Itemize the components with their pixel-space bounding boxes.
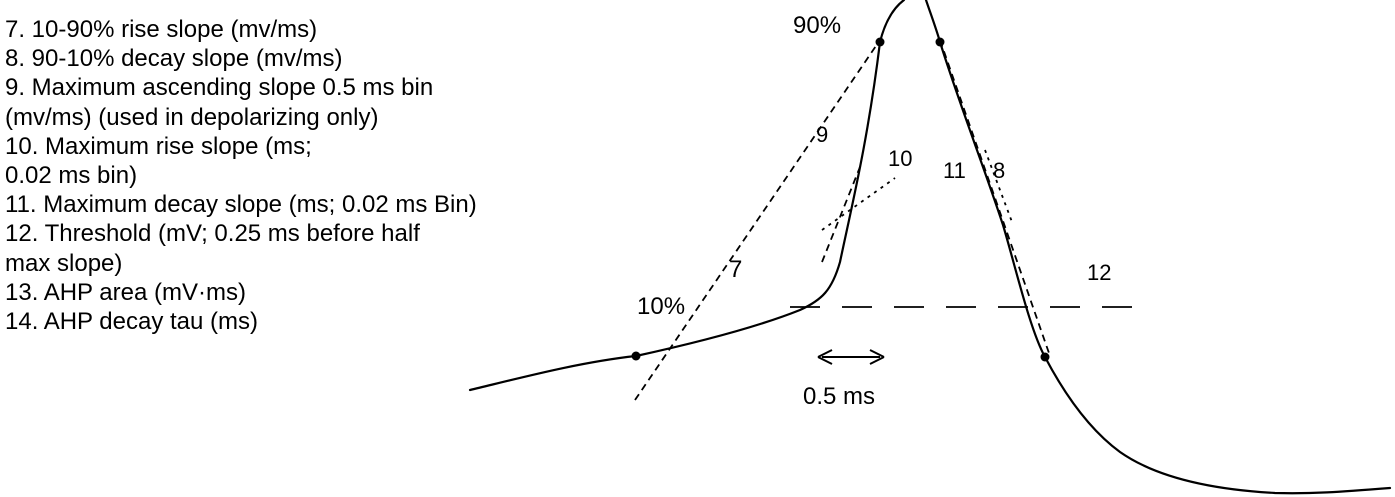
legend-item-11: 11. Maximum decay slope (ms; 0.02 ms Bin…	[5, 191, 477, 219]
label-12: 12	[1087, 260, 1112, 285]
legend-item-14: 14. AHP decay tau (ms)	[5, 308, 259, 336]
legend-item-9: 9. Maximum ascending slope 0.5 ms bin	[5, 74, 434, 102]
point-90-percent-decay	[935, 37, 945, 47]
point-10-percent-rise	[631, 351, 641, 361]
label-90-percent: 90%	[793, 12, 842, 39]
legend-item-10-cont: 0.02 ms bin)	[5, 162, 138, 190]
legend-list: 7. 10-90% rise slope (mv/ms) 8. 90-10% d…	[5, 15, 477, 336]
point-10-percent-decay	[1040, 352, 1050, 362]
label-11: 11	[943, 158, 966, 183]
legend-item-12-cont: max slope)	[5, 249, 123, 277]
ascending-slope-line-9	[821, 161, 863, 263]
label-9: 9	[816, 122, 829, 147]
label-7: 7	[729, 256, 743, 283]
decay-slope-line-8	[939, 39, 1051, 357]
point-90-percent-rise	[875, 37, 885, 47]
label-8: 8	[993, 158, 1006, 183]
rise-slope-line-7	[634, 39, 881, 401]
bin-arrow-left-head	[817, 349, 833, 365]
legend-item-7: 7. 10-90% rise slope (mv/ms)	[5, 16, 318, 43]
label-10-percent: 10%	[637, 293, 686, 320]
bin-arrow-right-head	[869, 349, 885, 365]
label-10: 10	[888, 146, 913, 171]
max-rise-slope-line-10	[821, 177, 896, 231]
legend-item-9-cont: (mv/ms) (used in depolarizing only)	[5, 103, 379, 131]
legend-item-13: 13. AHP area (mV·ms)	[5, 278, 246, 306]
legend-item-8: 8. 90-10% decay slope (mv/ms)	[5, 45, 343, 73]
action-potential-trace	[468, 0, 1392, 495]
legend-item-12: 12. Threshold (mV; 0.25 ms before half	[5, 220, 420, 248]
label-0-5-ms: 0.5 ms	[803, 383, 876, 410]
max-decay-slope-line-11	[984, 149, 1013, 223]
legend-item-10: 10. Maximum rise slope (ms;	[5, 132, 312, 160]
